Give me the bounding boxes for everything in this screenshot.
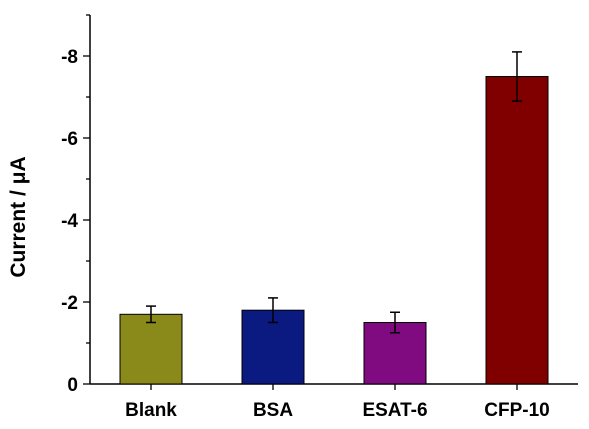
x-tick-label: Blank bbox=[125, 400, 177, 421]
y-axis-label: Current / μA bbox=[7, 156, 30, 277]
x-tick-label: BSA bbox=[253, 400, 293, 421]
y-tick-label: -8 bbox=[61, 47, 78, 68]
x-tick-label: CFP-10 bbox=[484, 400, 549, 421]
x-tick-labels: Blank BSA ESAT-6 CFP-10 bbox=[125, 384, 550, 421]
bar-blank bbox=[119, 313, 183, 385]
y-tick-label: -2 bbox=[61, 293, 78, 314]
bars bbox=[119, 76, 549, 385]
x-tick-label: ESAT-6 bbox=[362, 400, 427, 421]
y-ticks: 0 -2 -4 -6 -8 bbox=[61, 14, 90, 396]
bar-cfp-10 bbox=[485, 76, 549, 385]
error-bars bbox=[146, 51, 522, 334]
y-tick-label: 0 bbox=[67, 375, 78, 396]
y-tick-label: -4 bbox=[61, 211, 78, 232]
y-tick-label: -6 bbox=[61, 129, 78, 150]
